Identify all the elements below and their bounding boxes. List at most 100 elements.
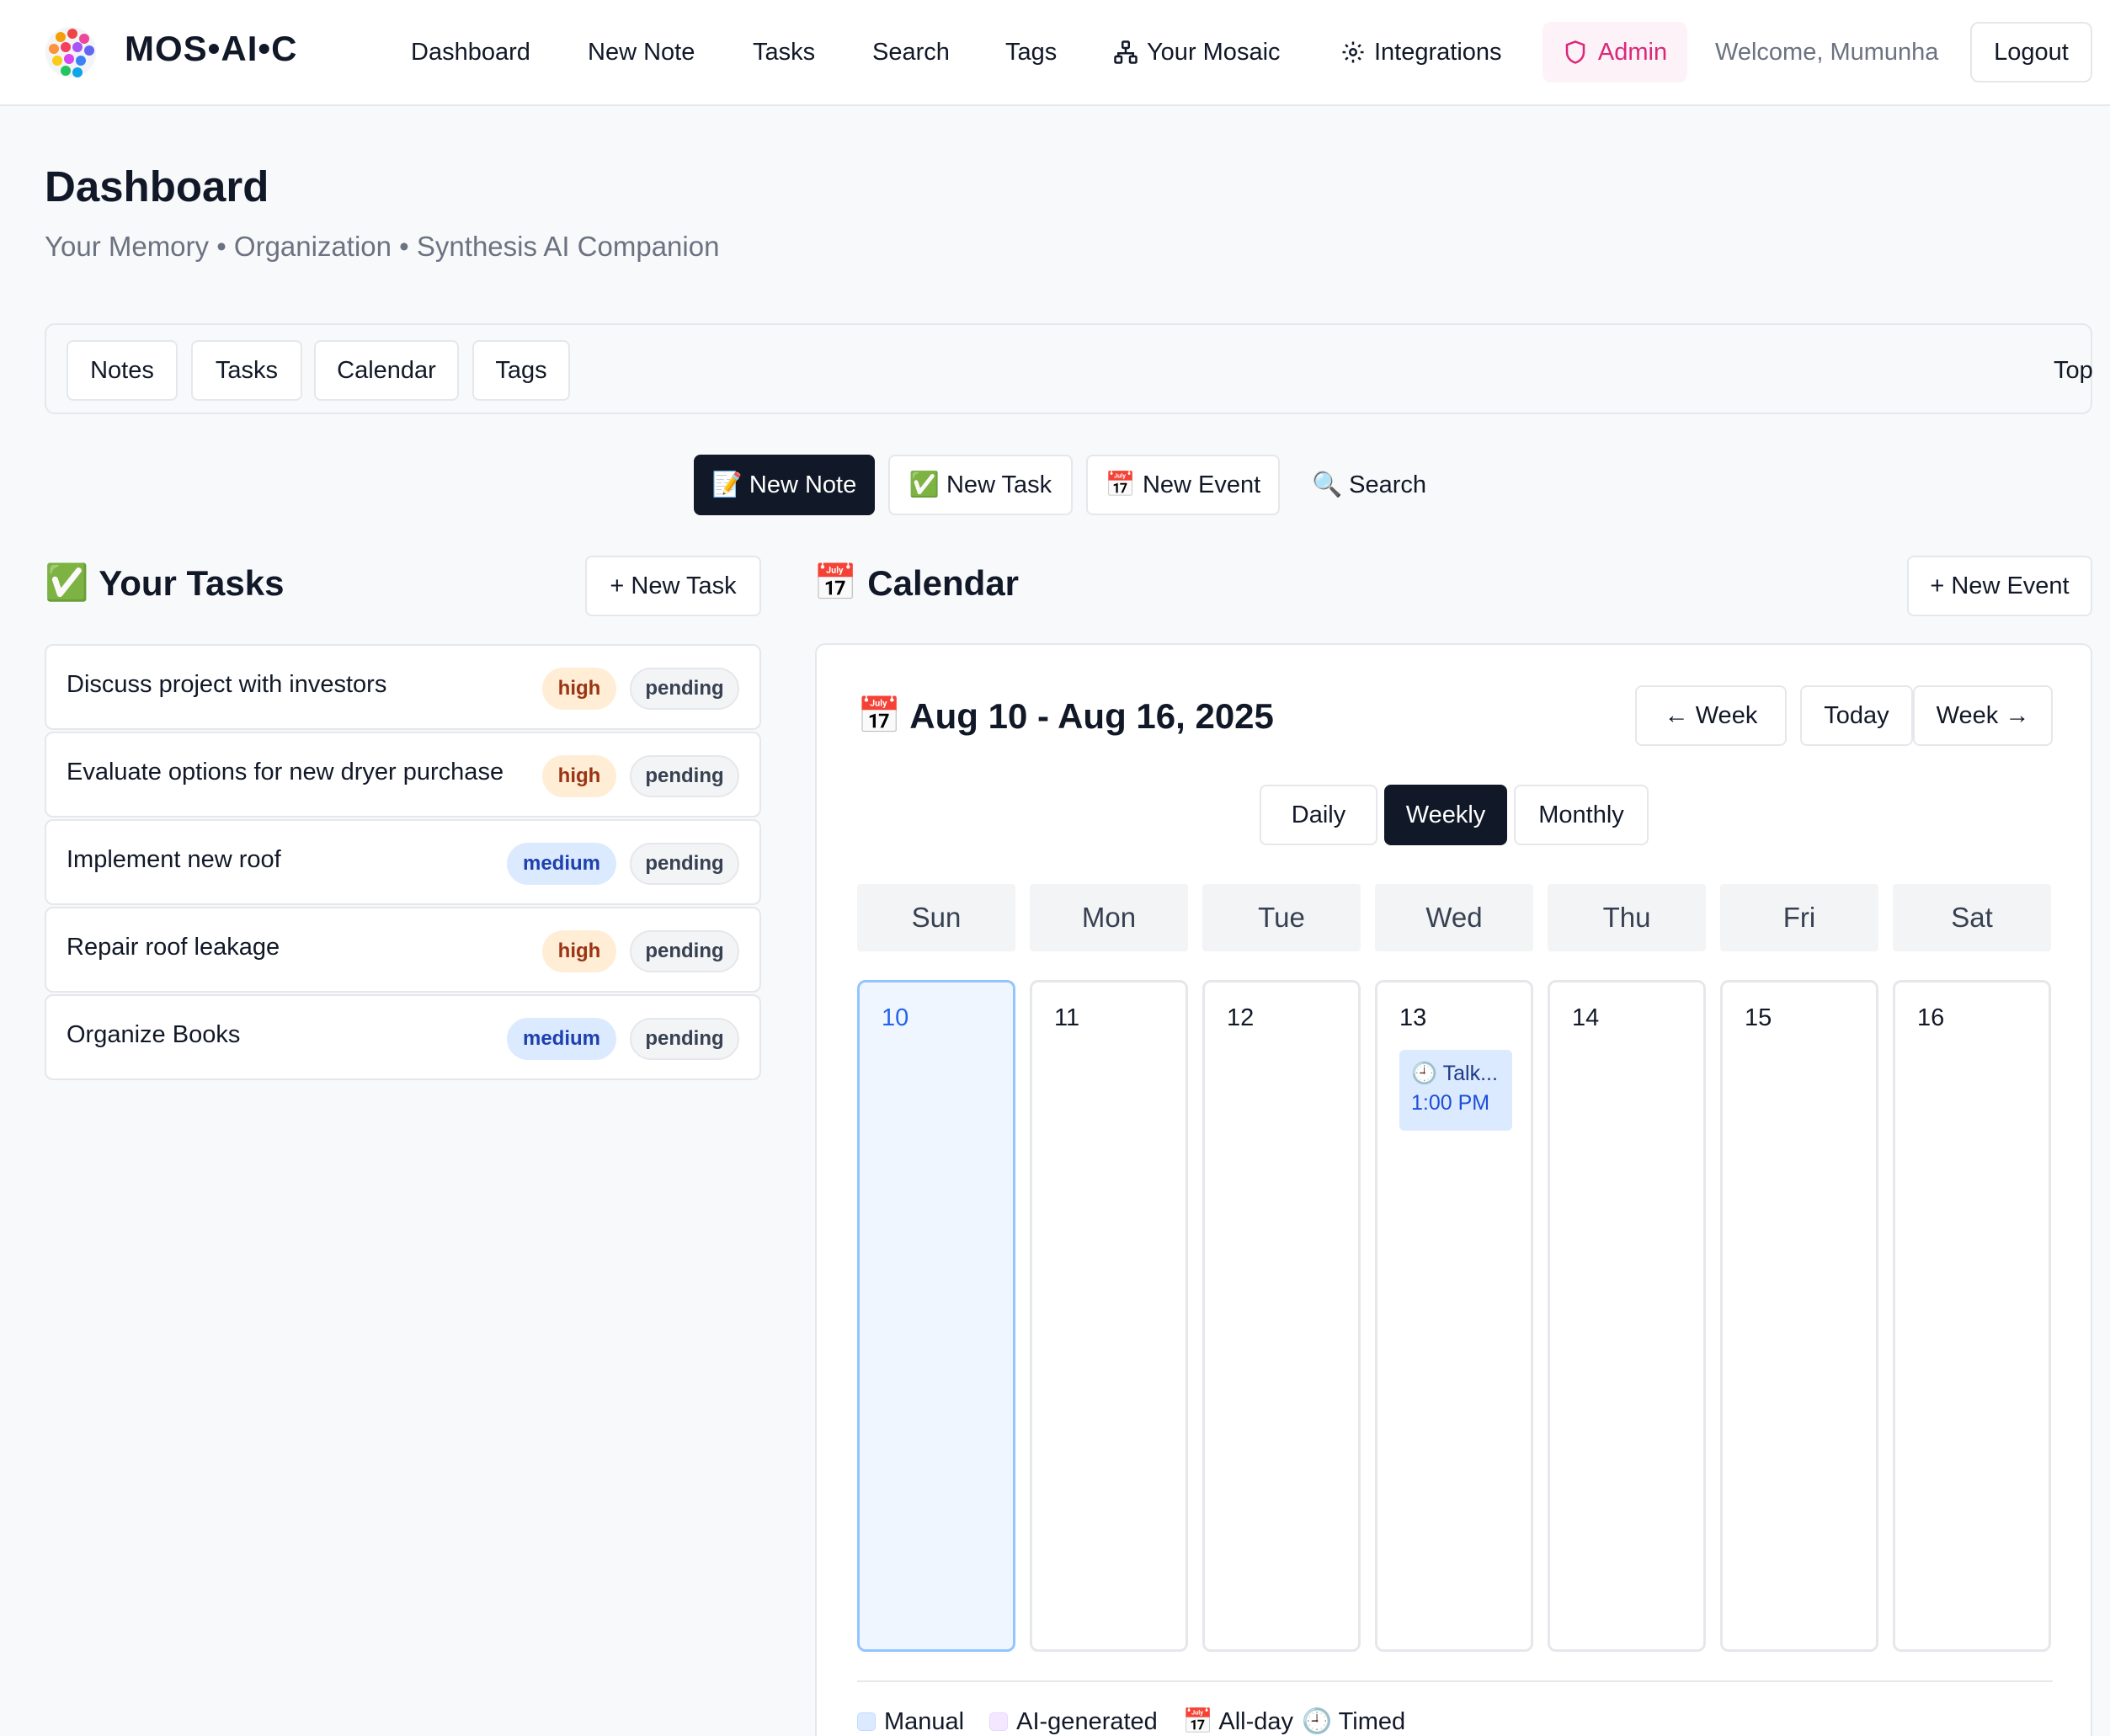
logout-button[interactable]: Logout <box>1970 22 2092 83</box>
day-number: 10 <box>882 1004 909 1031</box>
top-navbar: MOS•AI•C Dashboard New Note Tasks Search… <box>0 0 2110 106</box>
legend-divider <box>857 1680 2053 1682</box>
admin-button[interactable]: Admin <box>1543 22 1687 83</box>
admin-label: Admin <box>1597 38 1668 66</box>
quick-search-button[interactable]: 🔍 Search <box>1311 471 1427 498</box>
status-badge: pending <box>630 843 739 885</box>
day-header: Thu <box>1548 884 1706 951</box>
tab-notes[interactable]: Notes <box>67 340 178 401</box>
day-header: Fri <box>1720 884 1878 951</box>
day-header: Wed <box>1375 884 1533 951</box>
day-number: 12 <box>1227 1004 1255 1031</box>
task-title: Evaluate options for new dryer purchase <box>67 759 504 785</box>
calendar-heading: 📅 Calendar <box>813 562 1019 604</box>
new-event-button[interactable]: + New Event <box>1907 556 2092 616</box>
task-title: Discuss project with investors <box>67 671 387 698</box>
today-button[interactable]: Today <box>1800 685 1913 746</box>
legend-ai: AI-generated <box>989 1707 1158 1736</box>
manual-swatch <box>857 1712 876 1731</box>
status-badge: pending <box>630 755 739 797</box>
legend-all-day-label: 📅 All-day <box>1182 1708 1294 1735</box>
calendar-range-icon: 📅 <box>857 695 902 735</box>
day-cell-today[interactable]: 10 <box>857 980 1015 1652</box>
prev-week-button[interactable]: ← Week <box>1635 685 1787 746</box>
quick-new-event-button[interactable]: 📅 New Event <box>1086 455 1280 515</box>
task-row[interactable]: Evaluate options for new dryer purchase … <box>45 732 761 817</box>
nav-tasks[interactable]: Tasks <box>753 39 816 66</box>
tab-calendar[interactable]: Calendar <box>314 340 459 401</box>
day-header: Sat <box>1893 884 2051 951</box>
day-number: 13 <box>1399 1004 1427 1031</box>
day-cell[interactable]: 15 <box>1720 980 1878 1652</box>
legend-manual: Manual <box>857 1707 964 1736</box>
day-header: Tue <box>1202 884 1361 951</box>
tab-tags[interactable]: Tags <box>472 340 570 401</box>
legend-ai-label: AI-generated <box>1016 1707 1158 1735</box>
nav-tags[interactable]: Tags <box>1005 39 1058 66</box>
network-icon <box>1114 40 1138 64</box>
status-badge: pending <box>630 1018 739 1060</box>
day-cell[interactable]: 11 <box>1030 980 1188 1652</box>
legend-types: 📅 All-day 🕘 Timed <box>1183 1707 1405 1736</box>
day-header: Mon <box>1030 884 1188 951</box>
welcome-text: Welcome, Mumunha <box>1715 39 1939 66</box>
tasks-heading-label: Your Tasks <box>99 562 285 603</box>
tab-tasks[interactable]: Tasks <box>191 340 302 401</box>
legend-manual-label: Manual <box>884 1707 965 1735</box>
page-subtitle: Your Memory • Organization • Synthesis A… <box>45 231 720 262</box>
day-cell[interactable]: 12 <box>1202 980 1361 1652</box>
top-link[interactable]: Top <box>2054 357 2093 384</box>
day-number: 14 <box>1572 1004 1600 1031</box>
day-header: Sun <box>857 884 1015 951</box>
nav-your-mosaic[interactable]: Your Mosaic <box>1113 34 1281 71</box>
day-cell[interactable]: 16 <box>1893 980 2051 1652</box>
status-badge: pending <box>630 930 739 972</box>
section-tabs-bar: Notes Tasks Calendar Tags Top <box>45 323 2093 414</box>
quick-new-task-button[interactable]: ✅ New Task <box>888 455 1073 515</box>
event-time: 1:00 PM <box>1411 1091 1490 1115</box>
calendar-legend: Manual AI-generated 📅 All-day 🕘 Timed <box>857 1707 1405 1736</box>
page-title: Dashboard <box>45 162 269 210</box>
checkmark-icon: ✅ <box>45 562 89 602</box>
task-title: Repair roof leakage <box>67 934 280 961</box>
legend-timed-label: 🕘 Timed <box>1302 1708 1406 1735</box>
event-title: 🕘 Talk... <box>1411 1062 1498 1085</box>
task-row[interactable]: Implement new roof medium pending <box>45 819 761 905</box>
task-title: Implement new roof <box>67 846 281 873</box>
view-monthly-button[interactable]: Monthly <box>1514 785 1649 845</box>
day-cell[interactable]: 14 <box>1548 980 1706 1652</box>
shield-icon <box>1565 40 1585 64</box>
priority-badge: high <box>542 930 616 972</box>
gear-icon <box>1342 41 1364 63</box>
nav-new-note[interactable]: New Note <box>588 39 695 66</box>
new-task-button[interactable]: + New Task <box>585 556 761 616</box>
task-title: Organize Books <box>67 1021 241 1048</box>
day-number: 15 <box>1745 1004 1772 1031</box>
mosaic-logo-icon[interactable] <box>42 22 101 83</box>
calendar-icon: 📅 <box>813 562 858 602</box>
day-number: 16 <box>1917 1004 1945 1031</box>
priority-badge: high <box>542 668 616 710</box>
nav-search[interactable]: Search <box>872 39 950 66</box>
nav-integrations[interactable]: Integrations <box>1340 34 1502 71</box>
calendar-heading-label: Calendar <box>867 562 1020 603</box>
tasks-heading: ✅ Your Tasks <box>45 562 285 604</box>
nav-dashboard[interactable]: Dashboard <box>411 39 530 66</box>
view-weekly-button[interactable]: Weekly <box>1384 785 1507 845</box>
status-badge: pending <box>630 668 739 710</box>
view-daily-button[interactable]: Daily <box>1260 785 1377 845</box>
calendar-range: 📅 Aug 10 - Aug 16, 2025 <box>857 695 1274 737</box>
calendar-range-label: Aug 10 - Aug 16, 2025 <box>909 695 1274 736</box>
nav-integrations-label: Integrations <box>1374 39 1502 66</box>
brand-name[interactable]: MOS•AI•C <box>125 29 298 68</box>
quick-new-note-button[interactable]: 📝 New Note <box>694 455 875 515</box>
day-number: 11 <box>1054 1004 1080 1031</box>
task-row[interactable]: Discuss project with investors high pend… <box>45 644 761 730</box>
priority-badge: medium <box>507 843 616 885</box>
task-row[interactable]: Organize Books medium pending <box>45 994 761 1080</box>
nav-your-mosaic-label: Your Mosaic <box>1147 39 1281 66</box>
task-row[interactable]: Repair roof leakage high pending <box>45 907 761 993</box>
day-cell[interactable]: 13 🕘 Talk... 1:00 PM <box>1375 980 1533 1652</box>
next-week-button[interactable]: Week → <box>1913 685 2053 746</box>
calendar-event[interactable]: 🕘 Talk... 1:00 PM <box>1399 1050 1512 1131</box>
